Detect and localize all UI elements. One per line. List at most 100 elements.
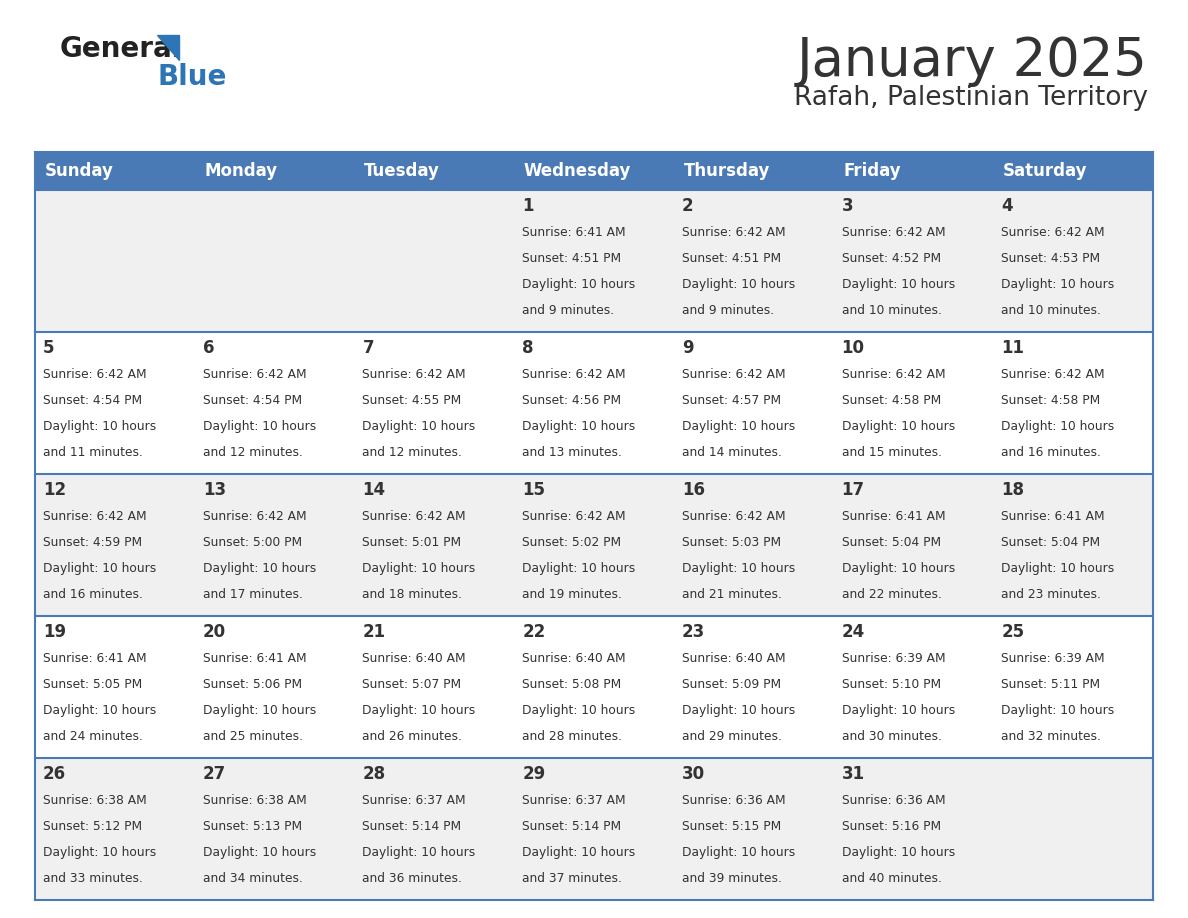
Text: Daylight: 10 hours: Daylight: 10 hours <box>203 845 316 859</box>
Text: Sunset: 5:12 PM: Sunset: 5:12 PM <box>43 820 143 834</box>
Text: Sunset: 5:14 PM: Sunset: 5:14 PM <box>523 820 621 834</box>
Text: Sunset: 5:07 PM: Sunset: 5:07 PM <box>362 678 462 691</box>
Bar <box>34 616 195 758</box>
Text: and 16 minutes.: and 16 minutes. <box>1001 446 1101 459</box>
Text: Sunset: 5:09 PM: Sunset: 5:09 PM <box>682 678 781 691</box>
Text: Sunset: 5:06 PM: Sunset: 5:06 PM <box>203 678 302 691</box>
Text: Sunrise: 6:41 AM: Sunrise: 6:41 AM <box>1001 510 1105 523</box>
Text: Wednesday: Wednesday <box>524 162 631 180</box>
Text: and 10 minutes.: and 10 minutes. <box>1001 304 1101 317</box>
Text: Sunrise: 6:40 AM: Sunrise: 6:40 AM <box>682 653 785 666</box>
Text: Sunset: 4:58 PM: Sunset: 4:58 PM <box>1001 394 1100 408</box>
Text: and 14 minutes.: and 14 minutes. <box>682 446 782 459</box>
Text: Daylight: 10 hours: Daylight: 10 hours <box>203 562 316 575</box>
Text: and 28 minutes.: and 28 minutes. <box>523 730 623 743</box>
Text: Sunrise: 6:42 AM: Sunrise: 6:42 AM <box>841 227 946 240</box>
Text: and 33 minutes.: and 33 minutes. <box>43 872 143 885</box>
Bar <box>993 332 1154 474</box>
Text: and 15 minutes.: and 15 minutes. <box>841 446 942 459</box>
Text: Sunrise: 6:41 AM: Sunrise: 6:41 AM <box>43 653 146 666</box>
Text: January 2025: January 2025 <box>797 35 1148 87</box>
Text: Sunrise: 6:42 AM: Sunrise: 6:42 AM <box>1001 368 1105 381</box>
Text: Sunrise: 6:41 AM: Sunrise: 6:41 AM <box>203 653 307 666</box>
Text: and 25 minutes.: and 25 minutes. <box>203 730 303 743</box>
Bar <box>34 152 195 190</box>
Text: Sunset: 5:16 PM: Sunset: 5:16 PM <box>841 820 941 834</box>
Text: Sunset: 4:54 PM: Sunset: 4:54 PM <box>203 394 302 408</box>
Bar <box>195 332 354 474</box>
Text: Sunrise: 6:42 AM: Sunrise: 6:42 AM <box>43 368 146 381</box>
Text: Daylight: 10 hours: Daylight: 10 hours <box>1001 420 1114 433</box>
Text: and 13 minutes.: and 13 minutes. <box>523 446 623 459</box>
Text: Sunset: 4:57 PM: Sunset: 4:57 PM <box>682 394 781 408</box>
Text: Sunrise: 6:37 AM: Sunrise: 6:37 AM <box>523 794 626 808</box>
Text: Daylight: 10 hours: Daylight: 10 hours <box>362 704 475 717</box>
Text: Sunrise: 6:37 AM: Sunrise: 6:37 AM <box>362 794 466 808</box>
Text: Daylight: 10 hours: Daylight: 10 hours <box>523 704 636 717</box>
Bar <box>834 190 993 332</box>
Text: 28: 28 <box>362 765 386 783</box>
Text: Sunset: 4:58 PM: Sunset: 4:58 PM <box>841 394 941 408</box>
Bar <box>34 332 195 474</box>
Polygon shape <box>157 35 179 60</box>
Bar <box>993 190 1154 332</box>
Text: and 36 minutes.: and 36 minutes. <box>362 872 462 885</box>
Text: Blue: Blue <box>157 63 227 91</box>
Bar <box>354 332 514 474</box>
Text: Sunrise: 6:42 AM: Sunrise: 6:42 AM <box>841 368 946 381</box>
Text: Thursday: Thursday <box>683 162 770 180</box>
Text: Sunrise: 6:42 AM: Sunrise: 6:42 AM <box>682 368 785 381</box>
Text: Sunrise: 6:42 AM: Sunrise: 6:42 AM <box>682 510 785 523</box>
Text: Daylight: 10 hours: Daylight: 10 hours <box>682 562 795 575</box>
Text: and 11 minutes.: and 11 minutes. <box>43 446 143 459</box>
Text: General: General <box>61 35 183 63</box>
Text: 16: 16 <box>682 481 704 499</box>
Text: 31: 31 <box>841 765 865 783</box>
Text: 14: 14 <box>362 481 386 499</box>
Bar <box>514 152 674 190</box>
Text: Sunset: 5:14 PM: Sunset: 5:14 PM <box>362 820 462 834</box>
Text: Daylight: 10 hours: Daylight: 10 hours <box>682 845 795 859</box>
Text: and 40 minutes.: and 40 minutes. <box>841 872 941 885</box>
Bar <box>834 474 993 616</box>
Text: 8: 8 <box>523 339 533 357</box>
Text: Sunrise: 6:38 AM: Sunrise: 6:38 AM <box>203 794 307 808</box>
Bar <box>674 152 834 190</box>
Text: 21: 21 <box>362 623 386 641</box>
Text: 9: 9 <box>682 339 694 357</box>
Text: and 30 minutes.: and 30 minutes. <box>841 730 941 743</box>
Text: and 10 minutes.: and 10 minutes. <box>841 304 941 317</box>
Text: Sunrise: 6:41 AM: Sunrise: 6:41 AM <box>523 227 626 240</box>
Bar <box>993 474 1154 616</box>
Bar <box>354 616 514 758</box>
Text: Sunrise: 6:42 AM: Sunrise: 6:42 AM <box>523 368 626 381</box>
Text: 1: 1 <box>523 197 533 215</box>
Text: Sunrise: 6:40 AM: Sunrise: 6:40 AM <box>523 653 626 666</box>
Text: Saturday: Saturday <box>1003 162 1087 180</box>
Text: and 34 minutes.: and 34 minutes. <box>203 872 303 885</box>
Bar <box>834 332 993 474</box>
Bar <box>993 152 1154 190</box>
Text: Rafah, Palestinian Territory: Rafah, Palestinian Territory <box>794 85 1148 111</box>
Text: and 24 minutes.: and 24 minutes. <box>43 730 143 743</box>
Bar <box>514 332 674 474</box>
Text: Sunset: 4:54 PM: Sunset: 4:54 PM <box>43 394 143 408</box>
Text: 26: 26 <box>43 765 67 783</box>
Text: Daylight: 10 hours: Daylight: 10 hours <box>43 420 157 433</box>
Bar <box>834 616 993 758</box>
Text: Daylight: 10 hours: Daylight: 10 hours <box>362 845 475 859</box>
Text: Sunrise: 6:36 AM: Sunrise: 6:36 AM <box>841 794 946 808</box>
Text: Daylight: 10 hours: Daylight: 10 hours <box>362 420 475 433</box>
Bar <box>354 190 514 332</box>
Bar <box>195 758 354 900</box>
Text: Daylight: 10 hours: Daylight: 10 hours <box>523 845 636 859</box>
Text: and 9 minutes.: and 9 minutes. <box>682 304 773 317</box>
Text: Daylight: 10 hours: Daylight: 10 hours <box>523 562 636 575</box>
Text: 24: 24 <box>841 623 865 641</box>
Text: Daylight: 10 hours: Daylight: 10 hours <box>43 704 157 717</box>
Text: and 19 minutes.: and 19 minutes. <box>523 588 623 600</box>
Text: and 39 minutes.: and 39 minutes. <box>682 872 782 885</box>
Text: Monday: Monday <box>204 162 278 180</box>
Text: Daylight: 10 hours: Daylight: 10 hours <box>841 704 955 717</box>
Text: Sunset: 5:10 PM: Sunset: 5:10 PM <box>841 678 941 691</box>
